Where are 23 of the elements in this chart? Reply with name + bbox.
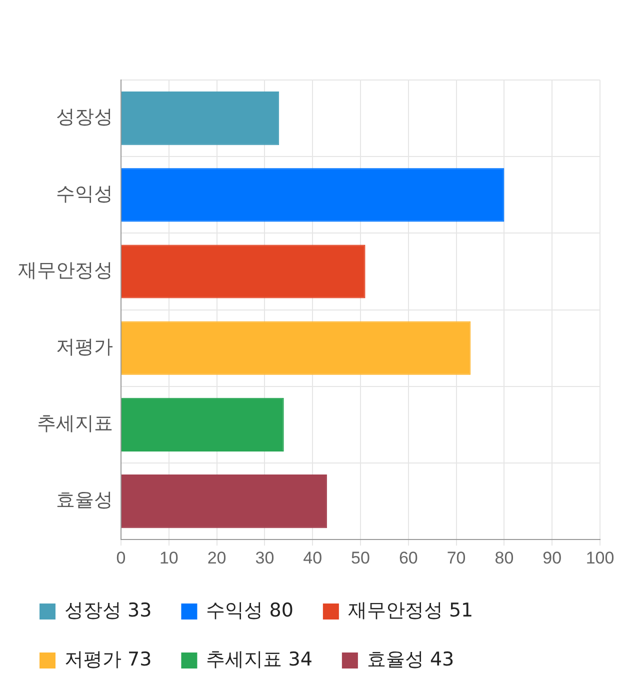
y-tick-label: 재무안정성 (18, 259, 113, 282)
x-tick-label: 100 (586, 548, 614, 568)
y-tick-label: 저평가 (56, 336, 113, 358)
y-tick-label: 성장성 (56, 106, 113, 128)
x-tick-label: 80 (494, 548, 514, 568)
y-tick-label: 효율성 (56, 489, 113, 512)
legend-label: 수익성 80 (206, 599, 294, 622)
y-tick-label: 수익성 (56, 182, 113, 205)
x-tick-label: 70 (446, 548, 466, 568)
legend-label: 재무안정성 51 (348, 599, 474, 622)
x-tick-label: 90 (542, 548, 562, 568)
x-tick-label: 60 (398, 548, 418, 568)
legend-label: 저평가 73 (64, 648, 152, 670)
legend-label: 효율성 43 (366, 648, 454, 670)
x-tick-label: 10 (159, 548, 178, 568)
x-tick-label: 40 (303, 548, 322, 568)
legend-label: 성장성 33 (64, 599, 152, 622)
y-tick-label: 추세지표 (37, 412, 113, 435)
legend-label: 추세지표 34 (206, 648, 312, 670)
x-tick-label: 20 (207, 548, 226, 568)
x-tick-label: 50 (351, 548, 370, 568)
x-tick-label: 0 (116, 548, 126, 568)
x-tick-label: 30 (255, 548, 274, 568)
